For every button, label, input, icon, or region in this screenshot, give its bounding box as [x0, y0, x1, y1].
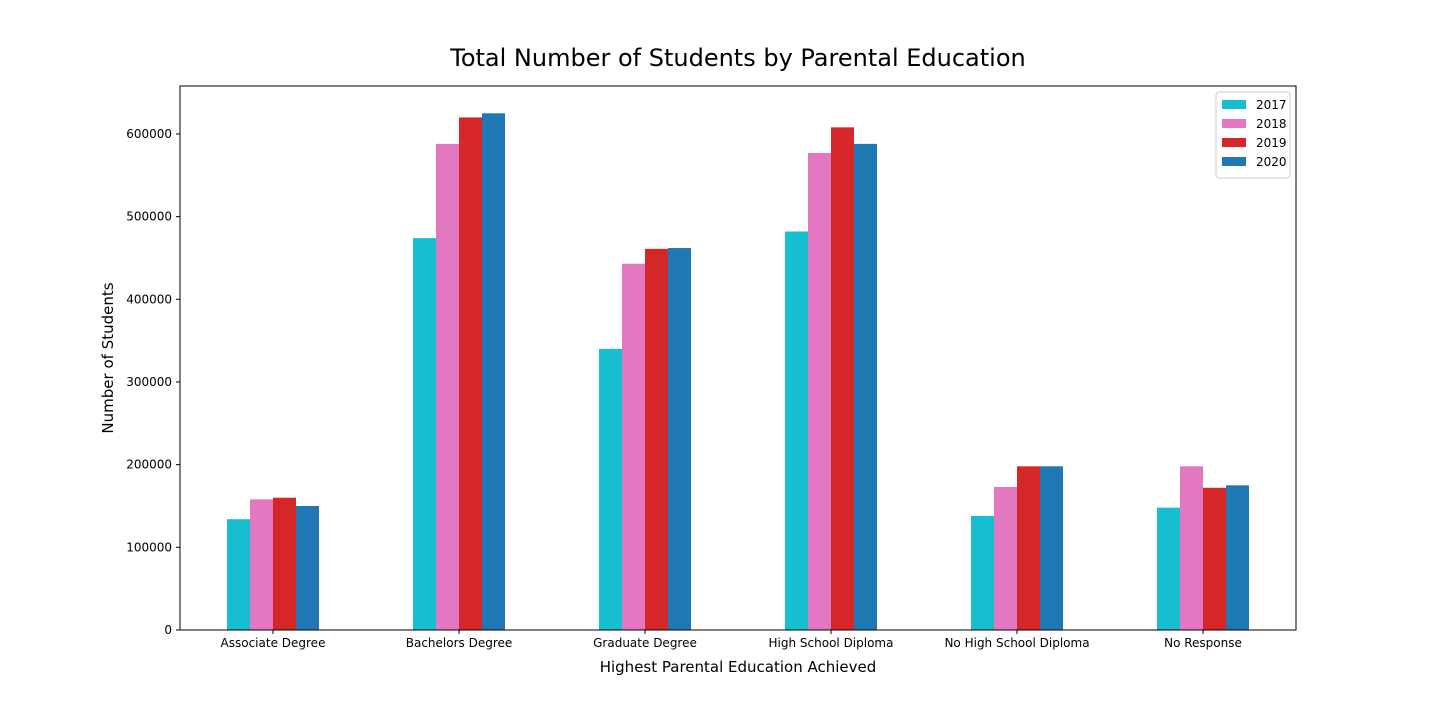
x-tick-label: No Response: [1164, 636, 1242, 650]
bar-2019-no-high-school-diploma: [1017, 466, 1040, 630]
bar-2020-associate-degree: [296, 505, 319, 630]
bar-2019-bachelors-degree: [459, 117, 482, 631]
bar-2020-bachelors-degree: [482, 113, 505, 631]
y-tick-label: 500000: [126, 210, 172, 224]
x-tick-label: No High School Diploma: [944, 636, 1089, 650]
bar-2018-bachelors-degree: [436, 143, 459, 630]
bars-layer: [227, 113, 1249, 631]
bar-2017-no-response: [1157, 507, 1180, 630]
y-tick-label: 100000: [126, 540, 172, 554]
bar-2019-high-school-diploma: [831, 127, 854, 630]
bar-2017-graduate-degree: [599, 348, 622, 630]
legend-label-2019: 2019: [1256, 136, 1287, 150]
x-tick-label: Graduate Degree: [593, 636, 697, 650]
legend-swatch-2018: [1222, 119, 1246, 128]
chart-title: Total Number of Students by Parental Edu…: [449, 44, 1025, 72]
bar-2019-graduate-degree: [645, 248, 668, 630]
bar-2018-high-school-diploma: [808, 152, 831, 631]
bar-2018-associate-degree: [250, 499, 273, 630]
y-tick-label: 600000: [126, 127, 172, 141]
y-tick-label: 200000: [126, 458, 172, 472]
bar-2019-associate-degree: [273, 497, 296, 630]
bar-2018-no-high-school-diploma: [994, 486, 1017, 630]
x-axis-ticks: Associate Degree Bachelors Degree Graduate…: [221, 630, 1242, 650]
legend-label-2017: 2017: [1256, 98, 1287, 112]
bar-2018-no-response: [1180, 466, 1203, 630]
x-tick-label: Associate Degree: [221, 636, 326, 650]
bar-2020-no-response: [1226, 485, 1249, 630]
y-tick-label: 0: [164, 623, 172, 637]
legend-label-2020: 2020: [1256, 155, 1287, 169]
bar-2019-no-response: [1203, 487, 1226, 630]
y-tick-label: 300000: [126, 375, 172, 389]
bar-2018-graduate-degree: [622, 263, 645, 630]
y-tick-label: 400000: [126, 292, 172, 306]
legend-swatch-2020: [1222, 157, 1246, 166]
x-tick-label: Bachelors Degree: [406, 636, 513, 650]
y-axis-label: Number of Students: [99, 282, 117, 433]
bar-2020-graduate-degree: [668, 248, 691, 631]
bar-2017-associate-degree: [227, 519, 250, 630]
x-tick-label: High School Diploma: [769, 636, 894, 650]
legend-box: [1215, 91, 1291, 179]
legend-swatch-2019: [1222, 138, 1246, 147]
plot-frame: [179, 85, 1297, 631]
bar-2017-bachelors-degree: [413, 238, 436, 630]
y-axis-ticks: 0 100000 200000 300000 400000 500000 600000: [126, 127, 180, 637]
bar-2017-high-school-diploma: [785, 231, 808, 630]
x-axis-label: Highest Parental Education Achieved: [600, 658, 877, 676]
bar-2017-no-high-school-diploma: [971, 515, 994, 630]
bar-2020-high-school-diploma: [854, 143, 877, 630]
legend-label-2018: 2018: [1256, 117, 1287, 131]
bar-2020-no-high-school-diploma: [1040, 466, 1063, 630]
legend-swatch-2017: [1222, 100, 1246, 109]
legend: 2017 2018 2019 2020: [1215, 91, 1291, 179]
